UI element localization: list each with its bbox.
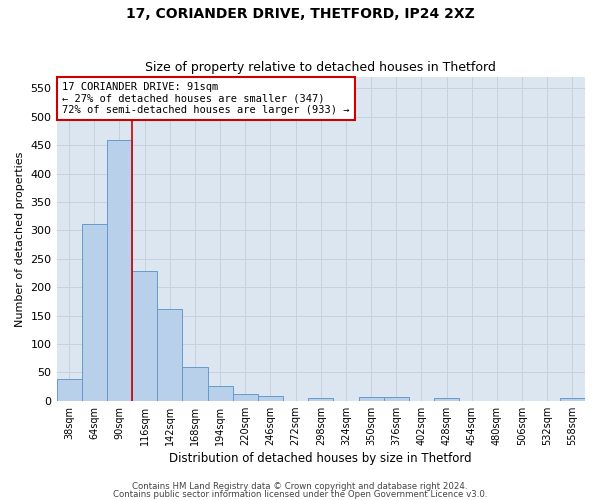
Bar [182, 367, 208, 400]
Bar [308, 398, 334, 400]
Text: 17 CORIANDER DRIVE: 91sqm
← 27% of detached houses are smaller (347)
72% of semi: 17 CORIANDER DRIVE: 91sqm ← 27% of detac… [62, 82, 349, 115]
Text: Contains HM Land Registry data © Crown copyright and database right 2024.: Contains HM Land Registry data © Crown c… [132, 482, 468, 491]
Bar [233, 394, 258, 400]
Bar [383, 398, 409, 400]
Y-axis label: Number of detached properties: Number of detached properties [15, 151, 25, 326]
Bar [82, 224, 107, 400]
Bar [132, 271, 157, 400]
Bar [434, 398, 459, 400]
Bar [560, 398, 585, 400]
X-axis label: Distribution of detached houses by size in Thetford: Distribution of detached houses by size … [169, 452, 472, 465]
Text: 17, CORIANDER DRIVE, THETFORD, IP24 2XZ: 17, CORIANDER DRIVE, THETFORD, IP24 2XZ [125, 8, 475, 22]
Bar [258, 396, 283, 400]
Bar [359, 398, 383, 400]
Bar [157, 310, 182, 400]
Bar [56, 379, 82, 400]
Text: Contains public sector information licensed under the Open Government Licence v3: Contains public sector information licen… [113, 490, 487, 499]
Bar [107, 140, 132, 400]
Title: Size of property relative to detached houses in Thetford: Size of property relative to detached ho… [145, 62, 496, 74]
Bar [208, 386, 233, 400]
